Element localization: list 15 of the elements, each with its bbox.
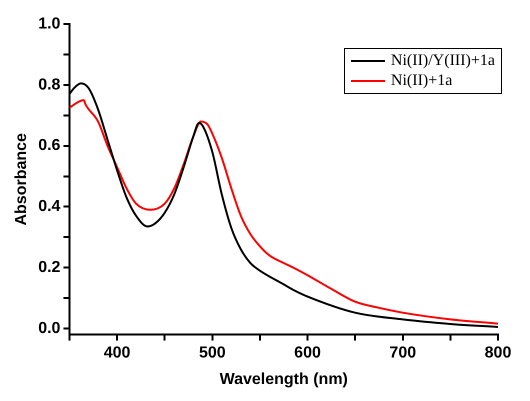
legend-label: Ni(II)/Y(III)+1a xyxy=(390,51,495,71)
y-tick-label: 0.4 xyxy=(38,198,61,216)
y-tick-label: 0.0 xyxy=(38,320,61,337)
x-tick-label: 600 xyxy=(294,344,321,362)
y-tick-label: 1.0 xyxy=(38,15,61,32)
y-tick-label: 0.6 xyxy=(38,137,61,154)
legend-label: Ni(II)+1a xyxy=(390,71,452,91)
x-tick-label: 500 xyxy=(198,344,226,362)
y-tick-label: 0.8 xyxy=(38,76,61,94)
x-axis-title: Wavelength (nm) xyxy=(220,370,348,388)
y-axis-title: Absorbance xyxy=(13,132,30,226)
x-tick-label: 800 xyxy=(484,344,512,362)
x-tick-label: 400 xyxy=(104,344,131,362)
y-tick-label: 0.2 xyxy=(38,259,61,276)
x-tick-label: 700 xyxy=(389,344,416,362)
